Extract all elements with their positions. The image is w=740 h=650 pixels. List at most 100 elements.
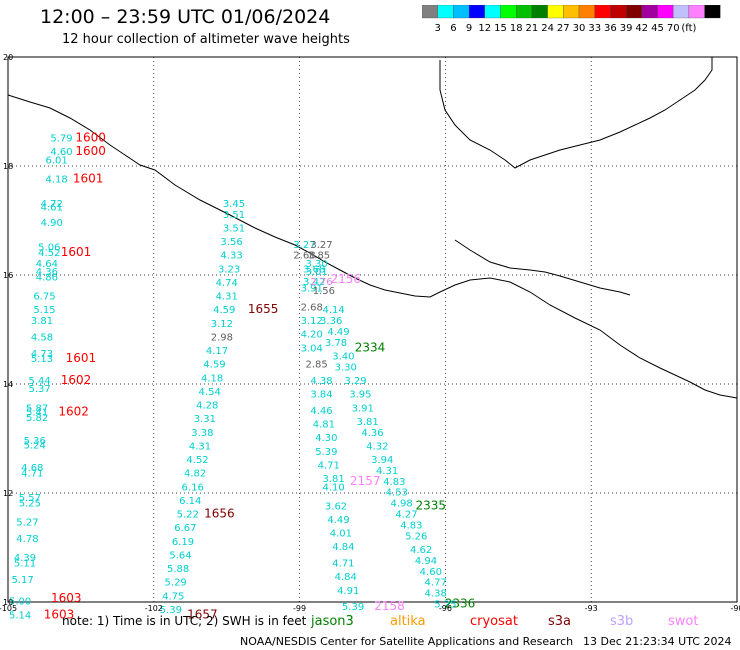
pass-time-label: 1657: [187, 607, 218, 621]
wave-height-value: 4.72: [41, 199, 63, 210]
wave-height-value: 5.88: [167, 564, 189, 575]
wave-height-value: 3.29: [344, 376, 366, 387]
wave-height-value: 6.19: [172, 537, 194, 548]
pass-time-label: 1601: [73, 171, 104, 185]
wave-height-value: 4.59: [203, 360, 225, 371]
wave-height-value: 4.01: [330, 529, 352, 540]
wave-height-value: 5.25: [434, 599, 456, 610]
lon-tick-label: -102: [145, 604, 163, 613]
wave-height-value: 6.01: [45, 155, 67, 166]
pass-time-label: 1601: [61, 245, 92, 259]
legend-label: (ft): [681, 23, 696, 34]
wave-height-value: 4.20: [301, 330, 323, 341]
wave-height-value: 4.77: [425, 578, 447, 589]
wave-height-value: 4.82: [184, 469, 206, 480]
lon-tick-label: -90: [730, 604, 740, 613]
wave-height-value: 3.36: [320, 316, 342, 327]
wave-height-value: 5.27: [16, 518, 38, 529]
wave-height-value: 4.84: [335, 572, 357, 583]
wave-height-value: 5.13: [31, 354, 53, 365]
wave-height-value: 3.23: [218, 264, 240, 275]
wave-height-value: 5.14: [9, 610, 31, 621]
wave-height-value: 3.51: [223, 223, 245, 234]
wave-height-value: 4.60: [420, 567, 442, 578]
wave-height-value: 3.40: [332, 351, 354, 362]
mission-label: s3b: [610, 614, 633, 629]
wave-height-value: 4.38: [310, 376, 332, 387]
wave-height-value: 3.27: [293, 240, 315, 251]
wave-height-value: 5.11: [14, 559, 36, 570]
wave-height-value: 4.33: [220, 251, 242, 262]
pass-time-label: 2334: [355, 340, 386, 354]
wave-height-value: 3.78: [325, 338, 347, 349]
wave-height-value: 4.60: [50, 147, 72, 158]
legend-label: 27: [557, 23, 570, 34]
wave-height-value: 4.78: [16, 534, 38, 545]
lat-tick-label: 10: [3, 598, 13, 607]
pass-time-label: 2157: [350, 474, 381, 488]
wave-height-value: 6.67: [174, 523, 196, 534]
legend-label: 15: [494, 23, 507, 34]
wave-height-value: 4.31: [189, 441, 211, 452]
wave-height-value: 5.15: [33, 305, 55, 316]
wave-height-value: 3.91: [301, 283, 323, 294]
lon-tick-label: -96: [439, 604, 452, 613]
wave-height-value: 4.90: [41, 218, 63, 229]
wave-height-value: 4.91: [337, 586, 359, 597]
credit-date: 13 Dec 21:23:34 UTC 2024: [583, 635, 732, 648]
wave-height-value: 3.04: [301, 343, 323, 354]
pass-time-label: 2335: [416, 498, 447, 512]
wave-height-value: 4.68: [21, 463, 43, 474]
wave-height-value: 4.36: [36, 267, 58, 278]
axis-tick-labels: -105 -102 -99 -96 -93 -90 20 18 16 14 12 10: [0, 53, 740, 613]
wave-height-value: 3.12: [301, 316, 323, 327]
lon-tick-label: -99: [293, 604, 306, 613]
wave-height-value: 3.27: [310, 240, 332, 251]
wave-height-value: 4.74: [216, 278, 238, 289]
isthmus-coast: [454, 239, 631, 296]
lon-tick-label: -105: [0, 604, 17, 613]
lon-tick-label: -93: [585, 604, 598, 613]
pass-time-label: 1603: [44, 607, 75, 621]
wave-height-value: 3.81: [357, 417, 379, 428]
pass-time-label: 2156: [330, 272, 361, 286]
wave-height-value: 6.16: [182, 482, 204, 493]
wave-height-value: 4.54: [199, 387, 221, 398]
wave-height-value: 5.64: [169, 550, 191, 561]
wave-height-value: 4.86: [36, 272, 58, 283]
legend-label: 45: [651, 23, 664, 34]
wave-height-value: 4.71: [21, 469, 43, 480]
wave-height-value: 5.22: [177, 510, 199, 521]
mission-label: jason3: [310, 614, 354, 629]
color-scale-legend: 3 6 9 12 15 18 21 24 27 30 33 36 39 42 45 70 (ft): [422, 5, 721, 34]
pass-time-label: 1600: [75, 144, 106, 158]
pass-time-label: 1603: [51, 591, 82, 605]
wave-height-value: 5.41: [26, 408, 48, 419]
legend-label: 42: [635, 23, 648, 34]
wave-height-value: 2.68: [293, 251, 315, 262]
lat-tick-label: 18: [3, 162, 13, 171]
wave-height-value: 4.18: [45, 174, 67, 185]
lat-tick-label: 12: [3, 489, 13, 498]
wave-height-value: 4.49: [327, 515, 349, 526]
wave-height-value: 3.68: [303, 264, 325, 275]
wave-height-value: 2.98: [211, 332, 233, 343]
pass-time-label: 1656: [204, 507, 235, 521]
wave-height-value: 5.57: [19, 493, 41, 504]
wave-height-value: 4.36: [361, 428, 383, 439]
wave-height-value: 4.83: [383, 477, 405, 488]
wave-height-value: 3.85: [308, 251, 330, 262]
wave-height-value: 5.25: [19, 499, 41, 510]
legend-label: 6: [450, 23, 456, 34]
wave-height-value: 2.68: [301, 302, 323, 313]
wave-height-value: 5.44: [28, 376, 50, 387]
wave-height-value: 4.52: [186, 455, 208, 466]
legend-label: 21: [526, 23, 539, 34]
wave-height-value: 5.29: [165, 578, 187, 589]
wave-height-value: 4.38: [425, 589, 447, 600]
wave-height-value: 1.56: [313, 286, 335, 297]
mexico-coastline: [7, 94, 738, 399]
wave-height-value: 4.46: [310, 406, 332, 417]
wave-height-value: 4.59: [213, 305, 235, 316]
